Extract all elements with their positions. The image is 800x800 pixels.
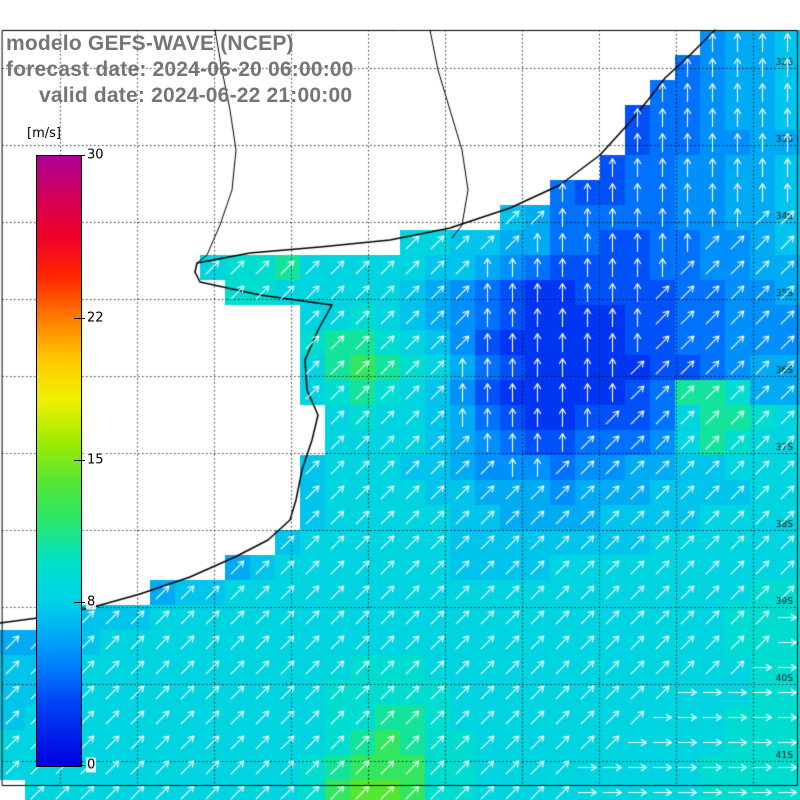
- model-title: modelo GEFS-WAVE (NCEP): [6, 32, 294, 55]
- title-block: modelo GEFS-WAVE (NCEP) forecast date: 2…: [6, 31, 354, 109]
- colorbar-tick-label: 8: [86, 594, 97, 610]
- colorbar-tick-label: 0: [86, 757, 97, 773]
- colorbar-tick-mark: [74, 318, 85, 319]
- colorbar-tick-mark: [74, 765, 85, 766]
- colorbar-tick-mark: [74, 460, 85, 461]
- legend-unit-label: [m/s]: [27, 126, 61, 141]
- colorbar-tick-label: 15: [86, 452, 105, 468]
- forecast-date-line: forecast date: 2024-06-20 06:00:00: [6, 58, 354, 81]
- colorbar-tick-label: 22: [86, 310, 105, 326]
- colorbar: [36, 155, 82, 767]
- colorbar-tick-label: 30: [86, 147, 105, 163]
- colorbar-tick-mark: [74, 155, 85, 156]
- colorbar-tick-mark: [74, 602, 85, 603]
- valid-date-line: valid date: 2024-06-22 21:00:00: [39, 84, 353, 107]
